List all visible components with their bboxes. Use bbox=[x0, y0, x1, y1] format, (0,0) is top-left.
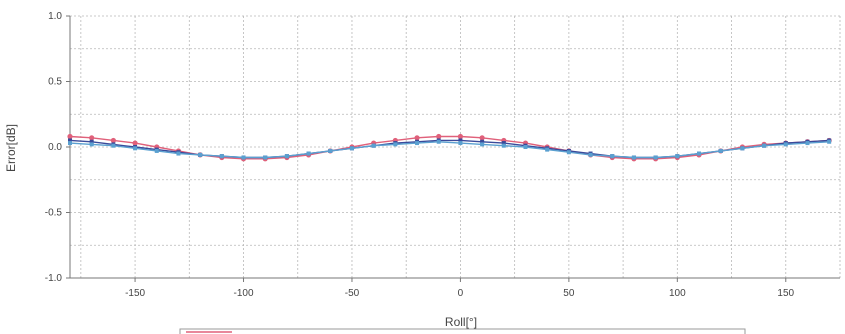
data-point bbox=[827, 139, 832, 144]
data-point bbox=[68, 141, 72, 146]
data-point bbox=[457, 133, 464, 140]
data-point bbox=[697, 151, 702, 156]
data-point bbox=[154, 148, 159, 153]
y-tick-labels: -1.0 -0.5 0.0 0.5 1.0 bbox=[45, 11, 70, 284]
data-point bbox=[653, 155, 658, 160]
data-point bbox=[263, 155, 268, 160]
data-point bbox=[783, 142, 788, 147]
series-2 bbox=[68, 138, 832, 160]
data-point bbox=[415, 141, 420, 146]
series-line bbox=[69, 141, 830, 159]
data-point bbox=[393, 142, 398, 147]
data-point bbox=[458, 141, 463, 146]
data-point bbox=[241, 155, 246, 160]
grid bbox=[70, 15, 841, 279]
legend-frame bbox=[179, 328, 746, 334]
y-tick-label: 0.5 bbox=[48, 77, 62, 88]
x-tick-label: -150 bbox=[125, 288, 145, 299]
data-point bbox=[111, 143, 116, 148]
x-tick-label: -100 bbox=[234, 288, 254, 299]
data-point bbox=[67, 133, 73, 140]
x-tick-label: 150 bbox=[777, 288, 794, 299]
data-point bbox=[523, 145, 528, 149]
data-point bbox=[566, 150, 571, 155]
data-point bbox=[306, 151, 311, 156]
data-point bbox=[480, 139, 485, 144]
series-layer bbox=[67, 133, 832, 162]
data-point bbox=[219, 154, 224, 159]
data-point bbox=[631, 155, 636, 160]
series-1 bbox=[67, 133, 832, 162]
y-tick-label: -1.0 bbox=[45, 273, 63, 284]
data-point bbox=[176, 151, 181, 156]
data-point bbox=[110, 137, 116, 144]
data-point bbox=[133, 146, 138, 151]
data-point bbox=[610, 154, 615, 159]
data-point bbox=[414, 135, 420, 141]
y-tick-label: 1.0 bbox=[48, 11, 62, 22]
data-point bbox=[89, 142, 94, 147]
data-point bbox=[588, 152, 593, 157]
data-point bbox=[501, 143, 506, 148]
y-axis-title: Error[dB] bbox=[4, 124, 18, 172]
data-point bbox=[436, 139, 441, 144]
data-point bbox=[371, 143, 376, 148]
data-point bbox=[479, 135, 485, 141]
data-point bbox=[328, 148, 333, 153]
data-point bbox=[458, 138, 463, 143]
x-axis-title: Roll[°] bbox=[445, 315, 477, 329]
data-point bbox=[68, 138, 72, 143]
x-tick-label: -50 bbox=[345, 288, 360, 299]
data-point bbox=[198, 152, 203, 157]
data-point bbox=[545, 147, 550, 152]
data-point bbox=[675, 154, 680, 159]
data-point bbox=[762, 143, 767, 148]
y-tick-label: 0.0 bbox=[48, 142, 62, 153]
data-point bbox=[284, 154, 289, 159]
x-tick-label: 100 bbox=[669, 288, 686, 299]
data-point bbox=[805, 141, 810, 146]
series-3 bbox=[68, 139, 832, 160]
legend-box bbox=[179, 328, 746, 334]
data-point bbox=[740, 146, 745, 151]
x-tick-labels: -150 -100 -50 0 50 100 150 bbox=[125, 278, 795, 299]
data-point bbox=[436, 133, 442, 140]
data-point bbox=[718, 148, 723, 153]
x-tick-label: 50 bbox=[563, 288, 575, 299]
data-point bbox=[501, 141, 506, 146]
data-point bbox=[349, 146, 354, 151]
data-point bbox=[132, 140, 138, 146]
x-tick-label: 0 bbox=[458, 288, 464, 299]
data-point bbox=[89, 135, 95, 141]
y-tick-label: -0.5 bbox=[45, 208, 63, 219]
data-point bbox=[480, 142, 485, 147]
data-point bbox=[89, 139, 94, 144]
